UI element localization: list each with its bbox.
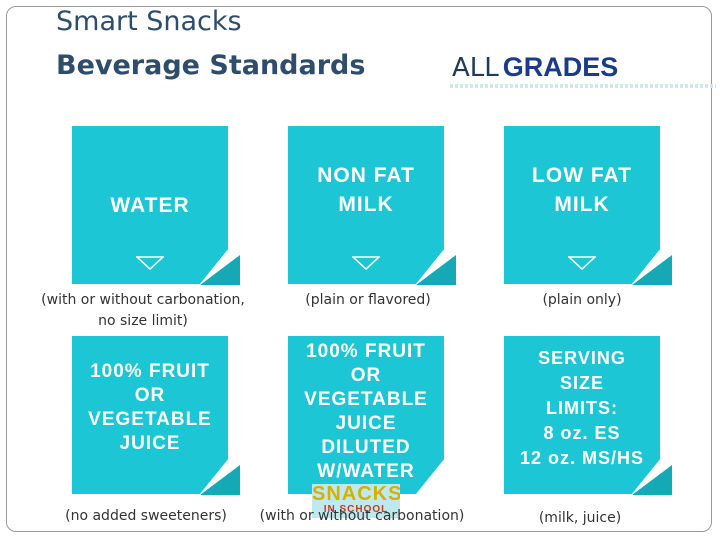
card-non-fat-milk: NON FAT MILK <box>288 126 444 284</box>
card-label-line: SIZE <box>559 372 604 393</box>
card-label-line: MILK <box>338 193 394 216</box>
card-label-line: LOW FAT <box>532 164 632 187</box>
triangle-down-icon <box>352 256 380 270</box>
card-diluted-juice: 100% FRUIT OR VEGETABLE JUICE DILUTED W/… <box>288 336 444 494</box>
card-label-line: MILK <box>554 193 610 216</box>
caption-non-fat-milk: (plain or flavored) <box>268 290 468 311</box>
caption-low-fat-milk: (plain only) <box>492 290 672 311</box>
caption-line: (plain or flavored) <box>305 292 431 308</box>
caption-line: no size limit) <box>98 313 188 329</box>
caption-serving-size-limits: (milk, juice) <box>512 508 648 529</box>
slide-frame <box>6 6 712 532</box>
card-label-line: JUICE <box>335 413 397 434</box>
card-label-line: OR <box>134 385 166 406</box>
card-diluted-juice-label: 100% FRUIT OR VEGETABLE JUICE DILUTED W/… <box>304 340 428 484</box>
grades-heading: ALL GRADES <box>452 52 618 83</box>
card-serving-size-limits: SERVING SIZE LIMITS: 8 oz. ES 12 oz. MS/… <box>504 336 660 494</box>
card-label-line: 100% FRUIT <box>306 341 426 362</box>
page-title-line1: Smart Snacks <box>56 6 242 37</box>
grades-underline <box>450 84 716 88</box>
card-label-line: 8 oz. ES <box>543 422 621 443</box>
grades-all-text: ALL <box>452 53 499 83</box>
caption-line: (no added sweeteners) <box>65 508 227 524</box>
card-label-line: JUICE <box>119 433 181 454</box>
card-label-line: 12 oz. MS/HS <box>519 447 645 468</box>
snacks-logo: SNACKS IN SCHOOL <box>312 484 400 518</box>
card-label-line: VEGETABLE <box>304 389 428 410</box>
caption-line: (with or without carbonation) <box>259 508 465 524</box>
caption-diluted-juice: (with or without carbonation) <box>246 506 478 527</box>
grades-word-text: GRADES <box>502 52 619 82</box>
card-label-line: WATER <box>110 193 190 217</box>
snacks-logo-word: SNACKS <box>312 484 400 505</box>
snacks-logo-sub: IN SCHOOL <box>323 504 389 515</box>
card-fruit-juice-label: 100% FRUIT OR VEGETABLE JUICE <box>88 360 212 456</box>
caption-line: (milk, juice) <box>538 510 622 526</box>
card-label-line: 100% FRUIT <box>90 361 210 382</box>
caption-line: (plain only) <box>542 292 622 308</box>
card-label-line: SERVING <box>538 347 626 368</box>
card-label-line: LIMITS: <box>546 397 618 418</box>
page-title-line2: Beverage Standards <box>56 50 366 81</box>
caption-line: (with or without carbonation, <box>41 292 245 308</box>
card-water-label: WATER <box>110 191 189 220</box>
caption-water: (with or without carbonation, no size li… <box>28 290 258 332</box>
card-label-line: DILUTED <box>321 437 411 458</box>
card-low-fat-milk-label: LOW FAT MILK <box>532 161 632 219</box>
card-serving-size-limits-label: SERVING SIZE LIMITS: 8 oz. ES 12 oz. MS/… <box>520 346 644 471</box>
card-fruit-juice: 100% FRUIT OR VEGETABLE JUICE <box>72 336 228 494</box>
card-non-fat-milk-label: NON FAT MILK <box>317 161 415 219</box>
triangle-down-icon <box>568 256 596 270</box>
card-label-line: VEGETABLE <box>88 409 212 430</box>
triangle-down-icon <box>136 256 164 270</box>
card-label-line: W/WATER <box>317 461 415 482</box>
card-label-line: OR <box>350 365 382 386</box>
caption-fruit-juice: (no added sweeteners) <box>48 506 244 527</box>
card-label-line: NON FAT <box>317 164 415 187</box>
